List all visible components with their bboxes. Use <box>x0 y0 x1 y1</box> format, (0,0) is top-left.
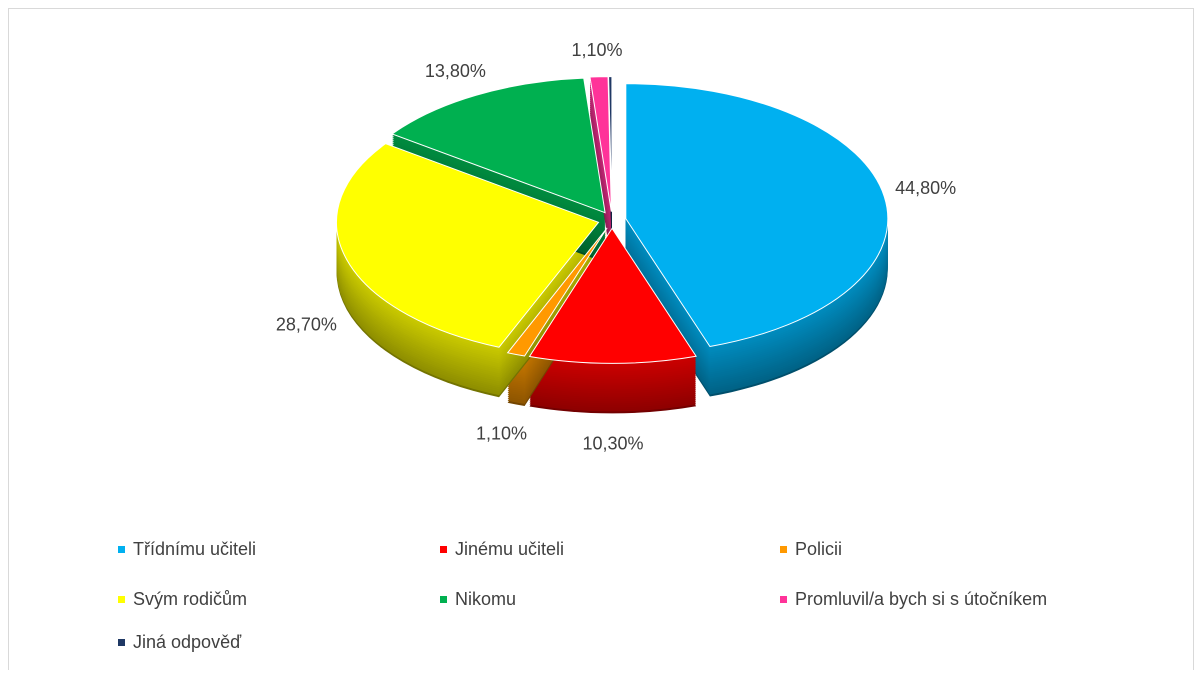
legend-label: Policii <box>795 539 842 559</box>
legend-label: Třídnímu učiteli <box>133 539 256 559</box>
slice <box>391 77 606 214</box>
slice <box>528 227 697 364</box>
legend-label: Svým rodičům <box>133 589 247 609</box>
legend-label: Jinému učiteli <box>455 539 564 559</box>
legend-label: Nikomu <box>455 589 516 609</box>
slice <box>336 143 600 348</box>
data-label: 10,30% <box>582 434 643 454</box>
data-label: 1,10% <box>476 423 527 443</box>
data-label: 1,10% <box>572 40 623 60</box>
legend-swatch <box>440 596 447 603</box>
slice <box>589 76 612 212</box>
legend-swatch <box>780 596 787 603</box>
legend-label: Jiná odpověď <box>133 632 242 652</box>
slice <box>625 83 889 348</box>
slice <box>506 227 608 357</box>
slice <box>608 76 613 212</box>
legend-label: Promluvil/a bych si s útočníkem <box>795 589 1047 609</box>
legend-swatch <box>780 546 787 553</box>
data-label: 13,80% <box>425 61 486 81</box>
data-label: 44,80% <box>895 178 956 198</box>
legend-swatch <box>440 546 447 553</box>
legend-swatch <box>118 639 125 646</box>
legend-swatch <box>118 546 125 553</box>
data-label: 28,70% <box>276 314 337 334</box>
legend-swatch <box>118 596 125 603</box>
